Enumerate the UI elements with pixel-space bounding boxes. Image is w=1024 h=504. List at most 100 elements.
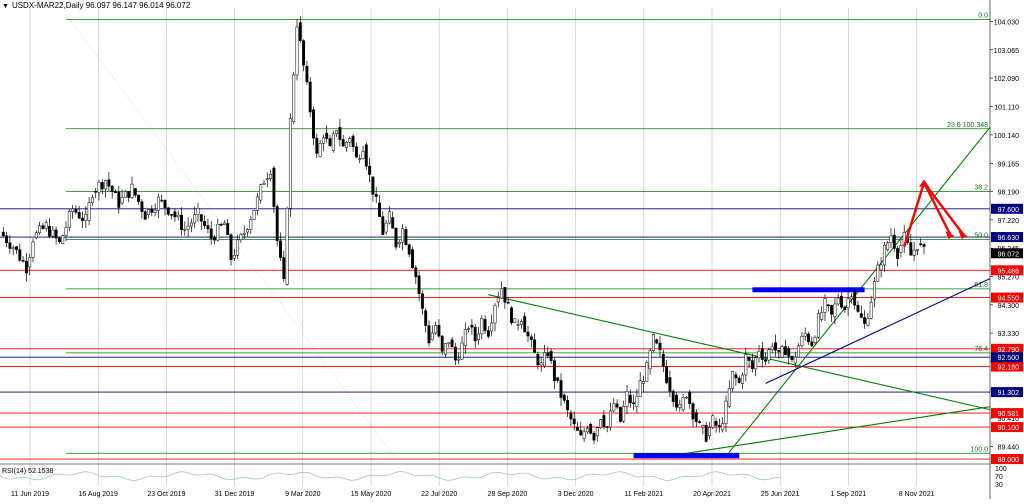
candle-body — [318, 143, 322, 157]
candle-body — [38, 225, 42, 233]
trendline — [765, 278, 991, 384]
candle-body — [823, 298, 827, 313]
blue-zone-box — [752, 287, 865, 293]
dropdown-triangle-icon[interactable]: ▼ — [2, 3, 9, 10]
x-tick-label: 11 Feb 2021 — [624, 491, 663, 498]
candle-body — [189, 222, 193, 227]
candle-body — [351, 135, 355, 148]
candle-body — [285, 208, 289, 285]
candle-body — [506, 302, 510, 304]
forecast-arrowhead — [958, 231, 968, 239]
candle-body — [747, 356, 751, 361]
candle-body — [777, 350, 781, 352]
candle-body — [807, 333, 810, 343]
y-tick-label: 97.220 — [998, 218, 1020, 225]
candle-body — [209, 228, 213, 239]
candle-body — [117, 191, 121, 208]
candle-body — [572, 418, 576, 425]
candle-body — [668, 377, 672, 392]
y-tick-label: 101.110 — [994, 105, 1019, 112]
candle-body — [764, 359, 768, 362]
red-level-tag-label: 90.581 — [998, 411, 1020, 418]
candle-body — [288, 118, 292, 209]
candle-body — [681, 397, 685, 410]
candle-body — [886, 242, 890, 250]
candle-body — [107, 179, 111, 187]
candle-body — [694, 412, 698, 422]
candle-body — [450, 339, 454, 348]
candle-body — [24, 260, 28, 274]
candle-body — [684, 396, 688, 399]
candle-body — [869, 301, 873, 319]
candle-body — [609, 410, 612, 428]
forecast-peak-arrowhead — [919, 179, 929, 187]
current-price-label: 96.072 — [998, 251, 1020, 258]
candle-body — [97, 182, 101, 193]
candle-body — [562, 394, 566, 401]
candle-body — [731, 371, 735, 389]
candle-body — [691, 403, 695, 420]
candle-body — [147, 209, 150, 215]
candle-body — [361, 151, 365, 159]
candle-body — [232, 254, 236, 259]
candle-body — [516, 324, 520, 326]
candle-body — [556, 377, 560, 381]
candle-body — [628, 394, 632, 404]
candle-body — [678, 404, 682, 408]
candle-body — [645, 362, 649, 382]
y-tick-label: 100.140 — [994, 133, 1019, 140]
candle-body — [67, 211, 71, 228]
candle-body — [252, 210, 256, 220]
candle-body — [582, 431, 586, 439]
candle-body — [48, 226, 51, 237]
candle-body — [856, 304, 860, 312]
candle-body — [183, 228, 187, 231]
candle-body — [523, 316, 527, 333]
symbol-line: USDX-MAR22,Daily 96.097 96.147 96.014 96… — [11, 1, 191, 10]
candle-body — [213, 237, 216, 241]
candle-body — [473, 326, 477, 342]
candle-body — [127, 191, 131, 198]
candle-body — [526, 331, 530, 337]
red-level-tag-label: 90.100 — [998, 425, 1020, 432]
candle-body — [876, 264, 880, 282]
candle-body — [15, 246, 18, 250]
candle-body — [427, 325, 431, 344]
candle-body — [295, 26, 299, 76]
candle-body — [5, 235, 9, 243]
candle-body — [100, 182, 104, 190]
x-tick-label: 25 Jun 2021 — [761, 491, 800, 498]
rsi-axis-label: 30 — [995, 482, 1003, 489]
red-level-tag — [991, 454, 1023, 465]
fibo-level-label: 38.2 — [974, 184, 988, 191]
candle-body — [708, 427, 711, 437]
candle-body — [269, 173, 273, 180]
candle-body — [364, 144, 368, 167]
candle-body — [866, 318, 870, 326]
candle-body — [404, 228, 408, 245]
chart-title: ▼ USDX-MAR22,Daily 96.097 96.147 96.014 9… — [2, 1, 190, 10]
candle-body — [77, 212, 81, 219]
y-tick-label: 90.410 — [998, 416, 1020, 423]
candle-body — [414, 267, 418, 278]
candle-body — [54, 229, 58, 239]
candle-body — [539, 362, 543, 366]
candle-body — [368, 165, 372, 175]
red-level-tag — [991, 265, 1023, 276]
candle-body — [61, 235, 65, 244]
candle-body — [180, 214, 183, 231]
candle-body — [206, 225, 210, 230]
candle-body — [265, 178, 269, 181]
candle-body — [803, 333, 807, 337]
candle-body — [315, 137, 319, 154]
candle-body — [490, 322, 494, 332]
candle-body — [249, 219, 253, 230]
candle-body — [21, 260, 25, 262]
candle-body — [166, 207, 170, 215]
candle-body — [143, 211, 147, 220]
x-tick-label: 11 Jun 2019 — [11, 491, 49, 498]
candle-body — [833, 303, 837, 317]
candle-body — [170, 214, 174, 216]
candle-body — [589, 423, 593, 434]
